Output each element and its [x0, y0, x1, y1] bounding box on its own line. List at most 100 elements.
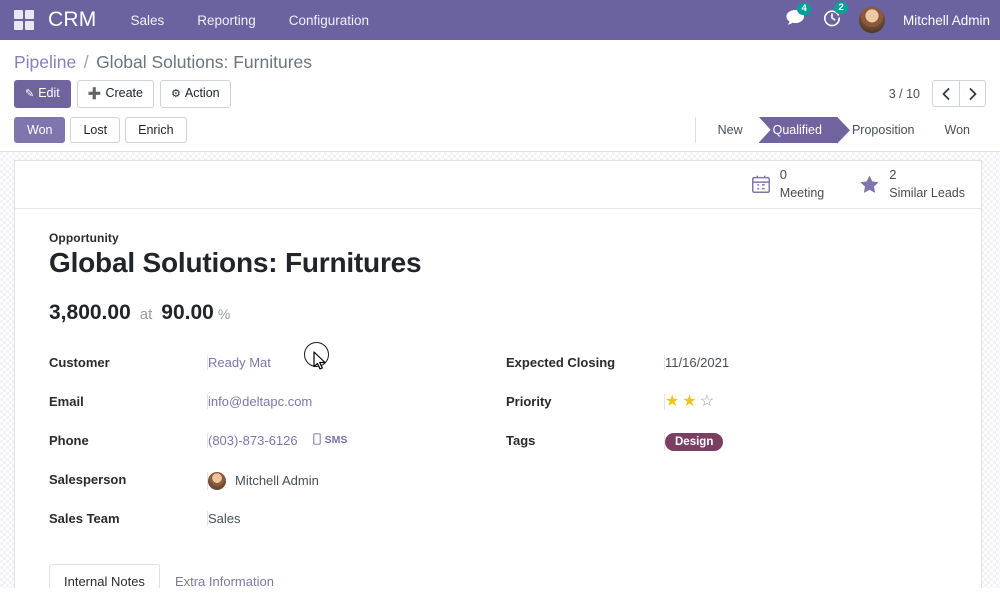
create-button[interactable]: ➕ Create [76, 80, 154, 108]
edit-button-label: Edit [38, 86, 60, 100]
field-value-email: info@deltapc.com [207, 393, 313, 409]
breadcrumb-current: Global Solutions: Furnitures [96, 52, 313, 72]
meeting-label: Meeting [779, 186, 825, 201]
sales-team-value[interactable]: Sales [208, 510, 241, 526]
field-value-tags: Design [664, 432, 724, 451]
navbar-right-group: 4 2 Mitchell Admin [786, 1, 990, 33]
at-label: at [139, 305, 153, 323]
breadcrumb-root[interactable]: Pipeline [14, 52, 77, 72]
smart-button-meeting[interactable]: 0 Meeting [750, 166, 824, 203]
user-menu-label[interactable]: Mitchell Admin [902, 12, 990, 28]
expected-revenue-value[interactable]: 3,800.00 [49, 300, 131, 324]
messages-button[interactable]: 4 [786, 2, 812, 31]
field-label-expected-closing: Expected Closing [506, 354, 616, 370]
activities-badge: 2 [833, 1, 849, 15]
user-avatar[interactable] [858, 7, 885, 33]
expected-revenue-row: 3,800.00 at 90.00 % [49, 301, 947, 325]
similar-leads-count: 2 [889, 166, 897, 182]
field-salesperson: Salesperson Mitchell Admin [49, 471, 498, 490]
apps-square [25, 21, 34, 30]
record-type-label: Opportunity [49, 230, 119, 245]
action-button[interactable]: ⚙ Action [160, 80, 231, 108]
nav-menu-sales[interactable]: Sales [130, 12, 165, 28]
record-sheet: 0 Meeting 2 Similar Leads Opportunity Gl… [14, 159, 982, 588]
field-label-salesperson: Salesperson [49, 471, 127, 487]
field-sales-team: Sales Team Sales [49, 510, 498, 529]
email-link[interactable]: info@deltapc.com [208, 393, 313, 409]
field-value-salesperson: Mitchell Admin [207, 471, 319, 490]
field-label-sales-team: Sales Team [49, 510, 120, 526]
pager-counter: 3 / 10 [888, 86, 920, 101]
customer-link[interactable]: Ready Mat [208, 354, 271, 370]
breadcrumb-separator: / [83, 52, 89, 72]
mark-lost-button[interactable]: Lost [70, 116, 121, 143]
fields-grid: Customer Ready Mat Email info@deltapc.co… [49, 354, 947, 550]
smart-button-similar-leads[interactable]: 2 Similar Leads [858, 166, 965, 203]
chevron-right-icon[interactable] [959, 80, 986, 108]
notebook: Internal Notes Extra Information [15, 563, 981, 588]
field-tags: Tags Design [506, 432, 947, 451]
priority-stars: ★ ★ ☆ [665, 392, 715, 410]
gear-icon: ⚙ [171, 88, 181, 100]
breadcrumb: Pipeline / Global Solutions: Furnitures [0, 40, 1000, 73]
star-filled-icon[interactable]: ★ [682, 392, 697, 410]
sms-label: SMS [324, 434, 348, 447]
salesperson-name[interactable]: Mitchell Admin [235, 473, 319, 489]
control-panel: ✎ Edit ➕ Create ⚙ Action 3 / 10 [0, 73, 1000, 117]
apps-square [14, 21, 23, 30]
messages-badge: 4 [796, 2, 812, 16]
field-label-priority: Priority [506, 393, 552, 409]
field-customer: Customer Ready Mat [49, 354, 498, 373]
star-icon [858, 173, 881, 196]
phone-link[interactable]: (803)-873-6126 [208, 432, 298, 448]
stage-new[interactable]: New [703, 116, 759, 143]
field-expected-closing: Expected Closing 11/16/2021 [506, 354, 947, 373]
top-navbar: CRM Sales Reporting Configuration 4 2 Mi… [0, 0, 1000, 40]
stage-won[interactable]: Won [930, 116, 986, 143]
field-phone: Phone (803)-873-6126 SMS [49, 432, 498, 451]
create-button-label: Create [105, 86, 143, 100]
field-value-priority: ★ ★ ☆ [664, 392, 715, 410]
activities-button[interactable]: 2 [823, 1, 849, 32]
plus-icon: ➕ [87, 88, 102, 100]
nav-menu-reporting[interactable]: Reporting [197, 12, 256, 28]
page-title: Global Solutions: Furnitures [49, 246, 422, 278]
tab-extra-information[interactable]: Extra Information [174, 573, 274, 588]
expected-closing-date[interactable]: 11/16/2021 [665, 354, 730, 370]
pager-buttons [932, 80, 986, 108]
field-label-phone: Phone [49, 432, 89, 448]
fields-column-left: Customer Ready Mat Email info@deltapc.co… [49, 354, 498, 550]
apps-square [25, 10, 34, 19]
salesperson-avatar [208, 471, 226, 490]
chevron-left-icon[interactable] [932, 80, 959, 108]
field-label-email: Email [49, 393, 84, 409]
field-value-customer: Ready Mat [207, 354, 271, 370]
edit-button[interactable]: ✎ Edit [14, 80, 71, 108]
smart-buttons-bar: 0 Meeting 2 Similar Leads [15, 161, 981, 209]
pencil-icon: ✎ [25, 88, 35, 100]
star-filled-icon[interactable]: ★ [665, 392, 680, 410]
meeting-count: 0 [779, 166, 788, 182]
sms-button[interactable]: SMS [312, 433, 348, 448]
nav-menu-configuration[interactable]: Configuration [288, 12, 370, 28]
smart-button-similar-leads-text: 2 Similar Leads [889, 166, 965, 203]
smart-button-meeting-text: 0 Meeting [780, 166, 824, 203]
calendar-icon [750, 173, 772, 195]
mark-won-button[interactable]: Won [14, 116, 66, 143]
notebook-tabs: Internal Notes Extra Information [49, 563, 947, 588]
stage-pipeline: New Qualified Proposition Won [694, 116, 986, 143]
star-empty-icon[interactable]: ☆ [699, 392, 715, 410]
mobile-icon [312, 433, 321, 448]
tab-internal-notes[interactable]: Internal Notes [49, 563, 160, 588]
probability-value[interactable]: 90.00 [161, 300, 214, 324]
enrich-button[interactable]: Enrich [125, 116, 187, 143]
grid-apps-icon[interactable] [14, 10, 34, 30]
form-view-background: 0 Meeting 2 Similar Leads Opportunity Gl… [0, 151, 1000, 588]
app-brand-crm[interactable]: CRM [48, 8, 97, 31]
tag-badge[interactable]: Design [665, 432, 724, 451]
fields-column-right: Expected Closing 11/16/2021 Priority ★ ★… [498, 354, 947, 550]
stage-qualified[interactable]: Qualified [758, 116, 838, 143]
similar-leads-label: Similar Leads [889, 186, 965, 201]
stage-proposition[interactable]: Proposition [837, 116, 931, 143]
field-value-expected-closing: 11/16/2021 [664, 354, 730, 370]
